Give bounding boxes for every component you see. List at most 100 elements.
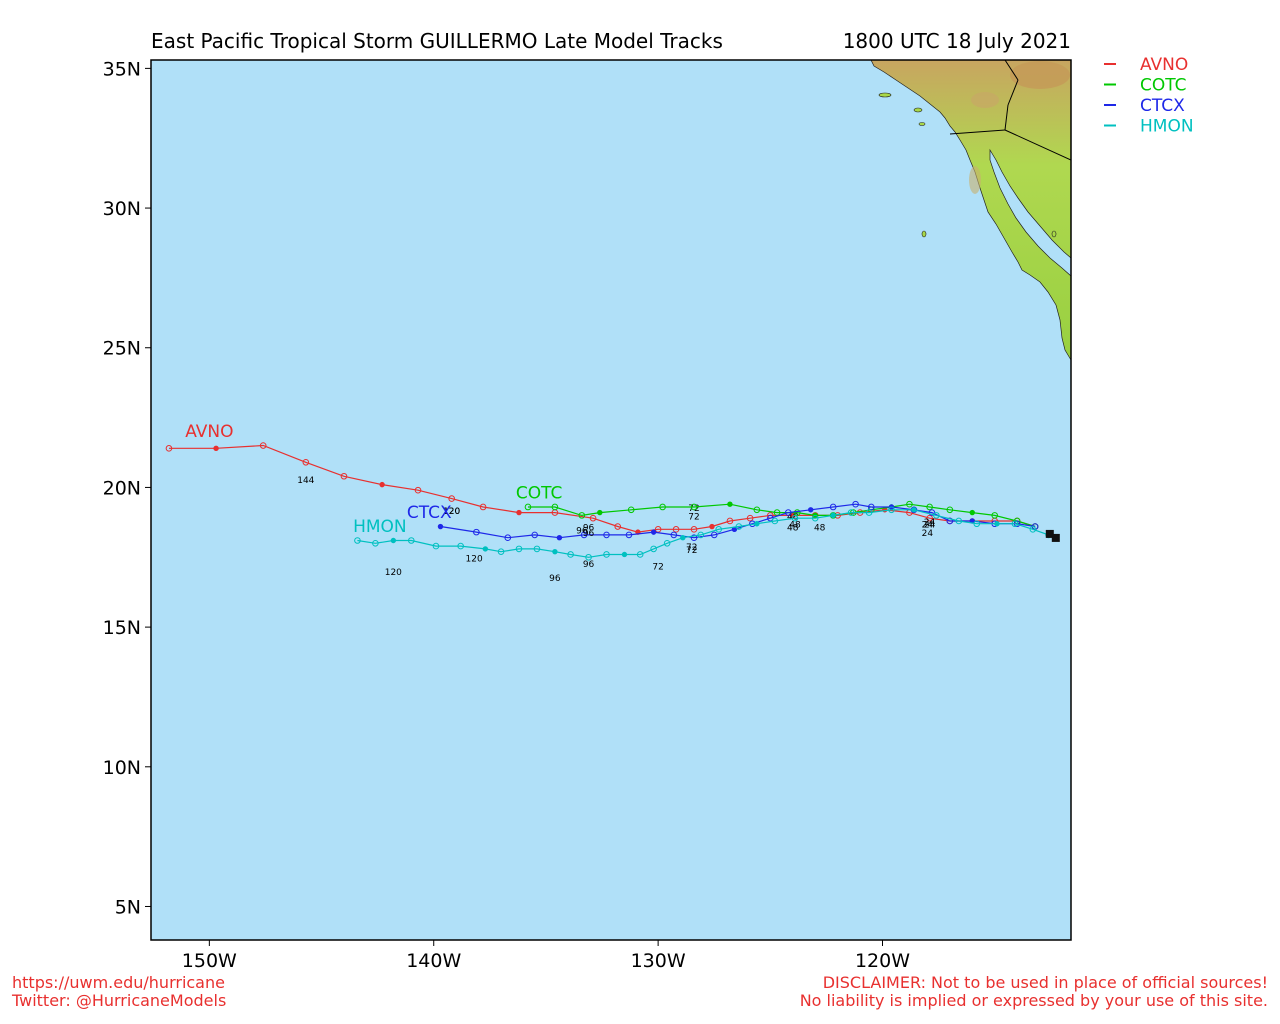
track-point: [457, 542, 464, 550]
gulf-of-california: [989, 148, 1071, 277]
y-tick-label: 20N: [103, 477, 141, 499]
track-point: [650, 529, 657, 535]
forecast-hour-label: 24: [922, 529, 934, 539]
land-mainland: [870, 60, 1071, 361]
track-point: [888, 506, 895, 514]
track-point: [865, 509, 873, 516]
legend-label: CTCX: [1140, 96, 1185, 116]
track-point: [847, 509, 855, 516]
track-point: [597, 509, 603, 516]
track-point: [482, 546, 489, 552]
state-border: [1004, 60, 1019, 81]
track-point: [497, 548, 505, 555]
track-point: [852, 500, 859, 508]
track-point: [672, 526, 680, 533]
x-tick-label: 130W: [631, 950, 686, 972]
forecast-hour-label: 24: [924, 518, 936, 528]
track-point: [709, 523, 715, 530]
track-point: [589, 514, 597, 522]
track-point: [504, 534, 512, 542]
track-point: [867, 503, 875, 511]
ocean-area: [151, 60, 1071, 940]
model-label: HMON: [353, 517, 407, 537]
land-area: [870, 60, 1071, 361]
legend-label: AVNO: [1140, 55, 1188, 75]
track-point: [448, 495, 455, 502]
forecast-hour-label: 120: [443, 507, 460, 517]
track-point: [710, 531, 718, 539]
island: [878, 92, 892, 98]
track-point: [946, 506, 954, 514]
track-point: [830, 512, 836, 519]
track-point: [302, 458, 310, 466]
legend-label: COTC: [1140, 76, 1187, 96]
forecast-hour-label: 24: [924, 521, 936, 531]
track-point: [659, 503, 666, 511]
track-point: [437, 523, 444, 530]
track-point: [614, 523, 622, 530]
track-point: [811, 514, 819, 522]
track-point: [567, 551, 574, 558]
track-point: [578, 512, 586, 519]
us-mexico-border: [949, 129, 1006, 135]
sonora-border: [1004, 129, 1071, 161]
track-point: [627, 506, 635, 514]
track-point: [585, 553, 592, 561]
forecast-hour-label: 72: [686, 543, 697, 553]
track-point: [1011, 520, 1019, 528]
forecast-hour-label: 96: [576, 526, 588, 536]
track-point: [771, 517, 779, 525]
y-tick-label: 35N: [103, 58, 141, 80]
forecast-hour-label: 24: [922, 521, 934, 531]
track-point: [379, 481, 385, 488]
axes: 150W 140W 130W 120W 35N 30N 25N 20N 15N 10N 5N: [103, 58, 911, 972]
storm-position-marker: [1045, 529, 1054, 538]
track-point: [991, 512, 999, 519]
track-point: [390, 537, 397, 544]
forecast-hour-label: 72: [652, 563, 663, 573]
track-point: [726, 517, 734, 525]
track-point: [680, 535, 686, 541]
forecast-hour-label: 96: [583, 529, 595, 539]
track-point: [955, 517, 963, 525]
track-point: [969, 509, 975, 516]
track-point: [515, 545, 523, 553]
storm-position-marker: [1051, 533, 1060, 542]
forecast-hour-label: 120: [466, 554, 483, 564]
website-link[interactable]: https://uwm.edu/hurricane: [12, 973, 225, 992]
track-point: [933, 512, 940, 519]
track-point: [754, 521, 760, 527]
track-point: [663, 540, 671, 547]
y-tick-label: 10N: [103, 757, 141, 779]
forecast-hour-label: 72: [686, 546, 697, 556]
track-point: [603, 531, 610, 539]
track-point: [407, 537, 415, 544]
twitter-handle[interactable]: Twitter: @HurricaneModels: [12, 991, 227, 1010]
track-point: [793, 509, 801, 516]
track-point: [690, 526, 698, 533]
track-point: [906, 500, 913, 508]
forecast-hour-label: 96: [583, 524, 595, 534]
track-point: [926, 514, 933, 522]
track-point: [727, 501, 733, 507]
model-label: AVNO: [185, 422, 233, 442]
legend-label: HMON: [1140, 117, 1194, 137]
plot-frame: [150, 59, 1072, 941]
track-point: [479, 503, 487, 511]
track-point: [165, 445, 173, 452]
track-point: [697, 531, 705, 539]
track-point: [690, 534, 698, 542]
track-point: [414, 486, 422, 494]
track-point: [670, 531, 678, 539]
track-point: [516, 509, 522, 516]
forecast-hour-label: 120: [385, 568, 402, 578]
forecast-hour-label: 96: [583, 560, 595, 570]
track-point: [791, 514, 799, 522]
track-point: [551, 503, 559, 511]
track-point: [784, 509, 792, 516]
track-point: [603, 551, 610, 558]
y-tick-label: 5N: [115, 896, 141, 918]
